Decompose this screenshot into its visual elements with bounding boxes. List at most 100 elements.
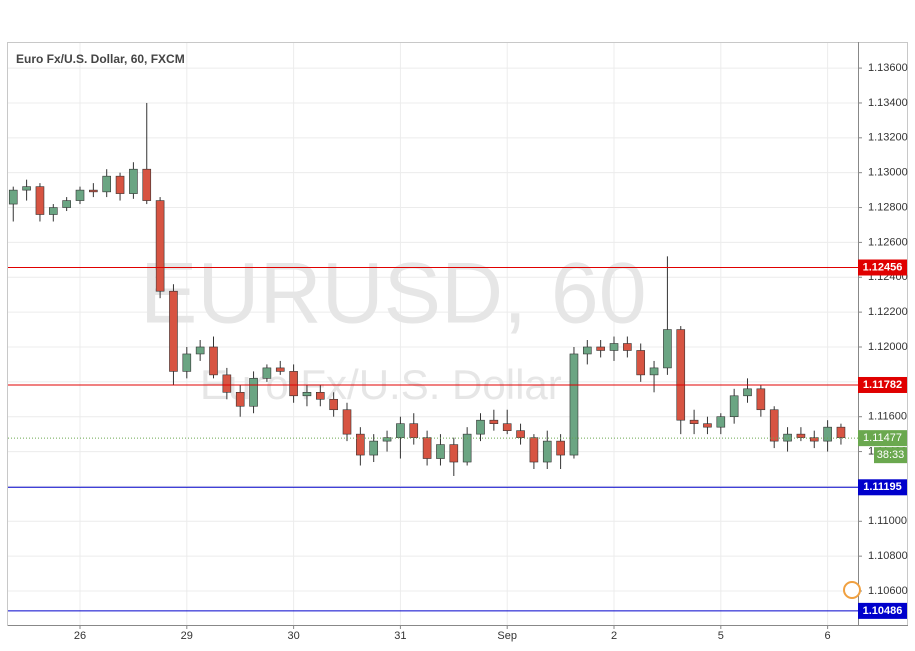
candle-body xyxy=(262,367,272,379)
candle-body xyxy=(169,290,178,372)
candle-body xyxy=(636,350,646,376)
candle-body xyxy=(783,433,792,442)
level-label: 1.11195 xyxy=(863,481,902,493)
y-tick-label: 1.13600 xyxy=(868,62,908,74)
y-tick-label: 1.13400 xyxy=(868,97,908,109)
candle-body xyxy=(516,430,525,438)
candle-body xyxy=(422,437,432,459)
candle-body xyxy=(836,426,846,438)
candle-body xyxy=(8,189,18,205)
candle-body xyxy=(689,419,699,424)
candle-body xyxy=(342,409,352,435)
candle-body xyxy=(182,353,192,372)
candle-body xyxy=(609,343,619,351)
y-tick-label: 1.11600 xyxy=(868,411,907,423)
candle-body xyxy=(302,392,312,397)
y-tick-label: 1.10800 xyxy=(868,550,908,562)
candle-body xyxy=(195,346,205,355)
watermark: EURUSD, 60 xyxy=(140,246,647,342)
level-label: 1.12456 xyxy=(863,261,903,273)
candle-body xyxy=(623,343,632,351)
candle-body xyxy=(369,440,379,456)
alert-icon[interactable] xyxy=(843,581,861,599)
candle-body xyxy=(35,186,45,215)
candle-body xyxy=(102,175,112,193)
y-tick-label: 1.13200 xyxy=(868,132,908,144)
candle-body xyxy=(249,378,258,407)
x-tick-label: 5 xyxy=(718,630,724,642)
y-tick-label: 1.11000 xyxy=(868,515,907,527)
candle-body xyxy=(48,207,58,215)
countdown-label: 38:33 xyxy=(877,449,905,461)
candle-body xyxy=(289,371,298,397)
candle-body xyxy=(769,409,779,442)
candle-body xyxy=(596,346,605,351)
candle-body xyxy=(569,353,579,456)
candle-body xyxy=(756,388,766,411)
candle-body xyxy=(409,423,419,438)
candle-body xyxy=(155,200,165,292)
candle-body xyxy=(315,392,325,400)
candle-body xyxy=(729,395,739,418)
candle-body xyxy=(743,388,752,397)
candle-body xyxy=(476,419,485,435)
candle-body xyxy=(449,444,459,463)
candle-body xyxy=(823,426,832,442)
y-tick-label: 1.12000 xyxy=(868,341,908,353)
y-tick-label: 1.13000 xyxy=(868,167,908,179)
last-price-box xyxy=(858,430,907,447)
candle-body xyxy=(502,423,512,431)
candle-body xyxy=(329,398,338,411)
countdown-box xyxy=(874,447,907,464)
candle-body xyxy=(809,437,819,442)
level-label-box xyxy=(858,376,907,393)
candle-body xyxy=(22,186,31,191)
level-label-box xyxy=(858,602,907,619)
candle-body xyxy=(676,329,686,421)
candle-body xyxy=(222,374,232,393)
candle-body xyxy=(462,433,472,463)
last-price-label: 1.11477 xyxy=(863,432,902,444)
x-tick-label: 26 xyxy=(74,630,86,642)
y-tick-label: 1.12200 xyxy=(868,306,908,318)
candle-body xyxy=(703,423,712,428)
candle-body xyxy=(663,329,672,369)
candle-body xyxy=(62,200,71,208)
candle-body xyxy=(716,416,726,428)
candle-body xyxy=(235,392,245,407)
candle-body xyxy=(356,433,365,456)
candle-body xyxy=(75,189,85,201)
candle-body xyxy=(556,440,565,456)
x-tick-label: Sep xyxy=(497,630,517,642)
candle-body xyxy=(582,346,592,355)
x-tick-label: 2 xyxy=(611,630,617,642)
level-label-box xyxy=(858,259,907,276)
level-label: 1.11782 xyxy=(863,379,902,391)
level-label-box xyxy=(858,479,907,496)
candle-body xyxy=(396,423,405,438)
y-tick-label: 1.10600 xyxy=(868,585,908,597)
x-tick-label: 6 xyxy=(825,630,831,642)
candle-body xyxy=(89,189,98,193)
candle-body xyxy=(275,367,285,372)
candle-body xyxy=(129,168,138,194)
x-tick-label: 31 xyxy=(394,630,406,642)
candle-body xyxy=(142,168,152,201)
y-tick-label: 1.12600 xyxy=(868,236,908,248)
y-tick-label: 1.12800 xyxy=(868,201,908,213)
candle-body xyxy=(115,175,125,194)
candle-body xyxy=(436,444,445,459)
candle-body xyxy=(382,437,392,442)
candle-body xyxy=(489,419,499,424)
x-tick-label: 30 xyxy=(287,630,299,642)
candle-body xyxy=(209,346,218,376)
candle-body xyxy=(542,440,552,463)
level-label: 1.10486 xyxy=(863,605,903,617)
candle-body xyxy=(796,433,806,438)
chart-title: Euro Fx/U.S. Dollar, 60, FXCM xyxy=(16,52,185,66)
candle-body xyxy=(649,367,659,376)
x-tick-label: 29 xyxy=(181,630,193,642)
